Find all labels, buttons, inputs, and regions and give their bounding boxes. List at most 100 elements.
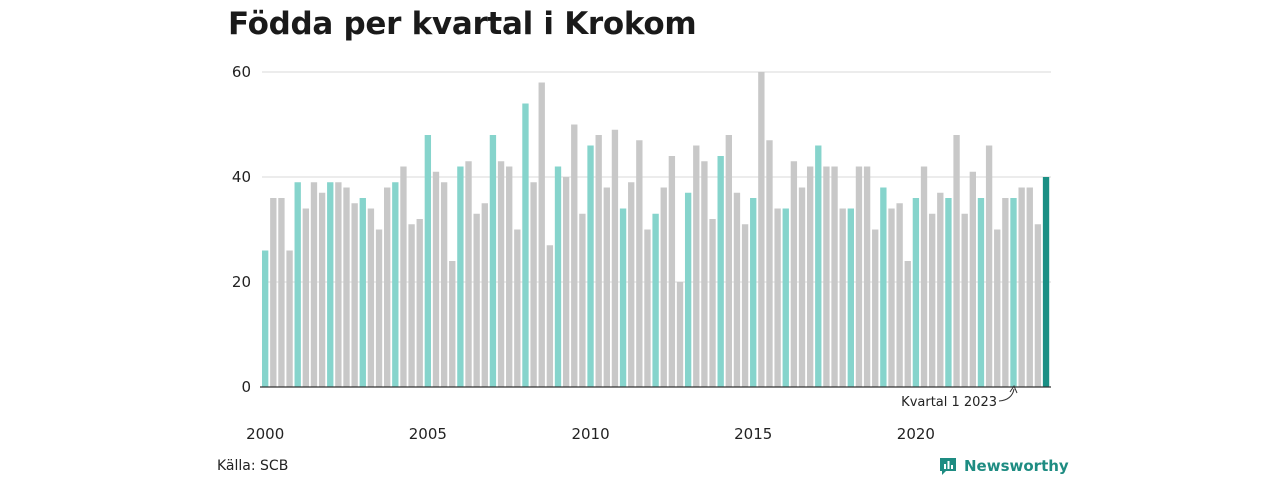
bar [766, 140, 773, 387]
bar [750, 198, 757, 387]
bar [603, 187, 610, 387]
bar [961, 213, 968, 387]
x-tick-label: 2010 [571, 425, 609, 443]
bar [522, 103, 529, 387]
x-tick-label: 2005 [409, 425, 447, 443]
bar [725, 135, 732, 387]
bar [758, 72, 765, 387]
bar [473, 213, 480, 387]
bar [880, 187, 887, 387]
bar [506, 166, 513, 387]
bar [579, 213, 586, 387]
y-tick-label: 60 [232, 63, 251, 81]
bar [432, 171, 440, 387]
bar [408, 224, 415, 387]
bar [644, 229, 651, 387]
bar [302, 208, 310, 387]
bar [611, 129, 619, 387]
bar [969, 171, 977, 387]
bar [367, 208, 375, 387]
bar [375, 229, 383, 387]
bar [595, 135, 602, 387]
bar [872, 229, 879, 387]
bar [1002, 198, 1009, 387]
bar [928, 213, 936, 387]
x-tick-label: 2015 [734, 425, 772, 443]
bar [1018, 187, 1025, 387]
bar [465, 161, 472, 387]
bar [392, 182, 399, 387]
bar [1026, 187, 1033, 387]
bar [863, 166, 871, 387]
bar [546, 245, 554, 387]
bar [717, 156, 724, 387]
bar [652, 213, 659, 387]
annotation-label: Kvartal 1 2023 [901, 395, 997, 410]
bar [701, 161, 708, 387]
bar [262, 250, 269, 387]
bar [904, 261, 911, 387]
brand-logo: Newsworthy [938, 456, 1069, 476]
bar [676, 282, 684, 387]
bar [985, 145, 993, 387]
chart-title: Födda per kvartal i Krokom [228, 6, 697, 42]
bar [270, 198, 277, 387]
bar [335, 182, 342, 387]
bar [937, 192, 944, 387]
bar [497, 161, 505, 387]
bar [530, 182, 537, 387]
bar [831, 166, 838, 387]
bar [481, 203, 488, 387]
y-tick-label: 40 [232, 168, 251, 186]
bar [693, 145, 700, 387]
bar [806, 166, 814, 387]
bar [733, 192, 741, 387]
bar [278, 198, 285, 387]
bar [359, 198, 366, 387]
bar [514, 229, 521, 387]
bar [790, 161, 798, 387]
bar [977, 198, 985, 387]
bar [782, 208, 789, 387]
bar [847, 208, 854, 387]
bar [994, 229, 1001, 387]
bar [855, 166, 863, 387]
bar [798, 187, 806, 387]
bar [1010, 198, 1017, 387]
annotation-arrowhead [1009, 384, 1018, 394]
bar [351, 203, 358, 387]
bar [343, 187, 350, 387]
bar [945, 198, 952, 387]
brand-name: Newsworthy [964, 457, 1069, 475]
bar [619, 208, 627, 387]
bar [400, 166, 407, 387]
bar [449, 261, 456, 387]
bar [538, 82, 545, 387]
bar [839, 208, 846, 387]
bar [587, 145, 594, 387]
newsworthy-logo-icon [940, 458, 956, 475]
bar [741, 224, 749, 387]
x-tick-label: 2020 [897, 425, 935, 443]
bar [823, 166, 830, 387]
bar [896, 203, 903, 387]
bar [888, 208, 895, 387]
bar [920, 166, 928, 387]
bar [310, 182, 318, 387]
bar [684, 192, 692, 387]
bar [774, 208, 781, 387]
bar [440, 182, 448, 387]
bar [416, 219, 423, 387]
y-tick-label: 20 [232, 273, 251, 291]
x-tick-label: 2000 [246, 425, 284, 443]
bar [286, 250, 293, 387]
annotation-arrow [998, 388, 1015, 402]
bar [294, 182, 301, 387]
bar [1042, 177, 1050, 387]
bar [636, 140, 643, 387]
bar [424, 135, 432, 387]
source-label: Källa: SCB [217, 458, 289, 474]
bar [457, 166, 464, 387]
bar [327, 182, 334, 387]
